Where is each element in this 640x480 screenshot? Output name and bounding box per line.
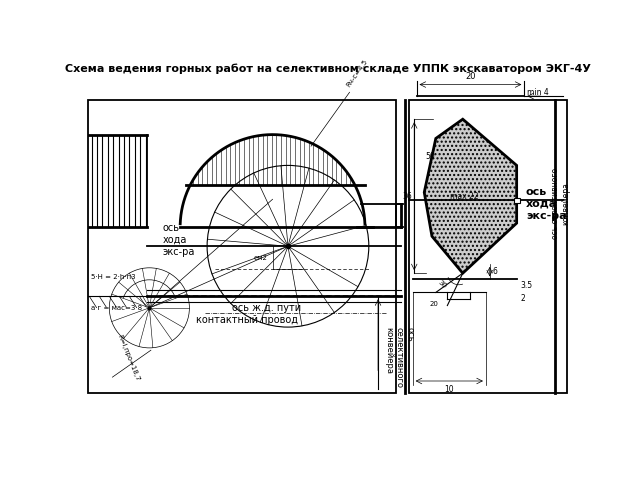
Text: ось
хода
экс-ра: ось хода экс-ра	[526, 187, 566, 220]
Text: ось ж.д. пути: ось ж.д. пути	[232, 303, 301, 313]
Text: ось
хода
экс-ра: ось хода экс-ра	[163, 224, 195, 257]
Text: min 4: min 4	[527, 88, 548, 97]
Text: 20: 20	[429, 301, 438, 307]
Text: R=l,про=18,7: R=l,про=18,7	[116, 334, 140, 382]
Polygon shape	[424, 119, 516, 273]
Bar	[409, 100, 566, 393]
Text: 36: 36	[402, 192, 412, 201]
Text: max 22: max 22	[450, 192, 478, 201]
Text: 20: 20	[465, 72, 476, 81]
Text: 6: 6	[492, 267, 497, 276]
Text: контактный провод: контактный провод	[196, 315, 298, 325]
Text: 10: 10	[444, 385, 454, 394]
Text: 50: 50	[426, 152, 436, 161]
Bar	[515, 198, 520, 203]
Text: Rч-с=4,5: Rч-с=4,5	[346, 59, 369, 88]
Text: 30: 30	[436, 279, 447, 290]
Text: ось
селективного
конвейера: ось селективного конвейера	[384, 327, 414, 388]
Bar	[88, 100, 396, 393]
Text: 3.5: 3.5	[520, 281, 532, 290]
Text: 5·H = 2·h·п3: 5·H = 2·h·п3	[91, 274, 136, 280]
Text: ем2: ем2	[254, 255, 268, 261]
Text: ось селективного
конвейера: ось селективного конвейера	[551, 168, 570, 240]
Text: а·г = мас=3·8: а·г = мас=3·8	[91, 305, 142, 311]
Text: Схема ведения горных работ на селективном складе УППК экскаватором ЭКГ-4У: Схема ведения горных работ на селективно…	[65, 64, 591, 74]
Text: 2: 2	[520, 294, 525, 303]
